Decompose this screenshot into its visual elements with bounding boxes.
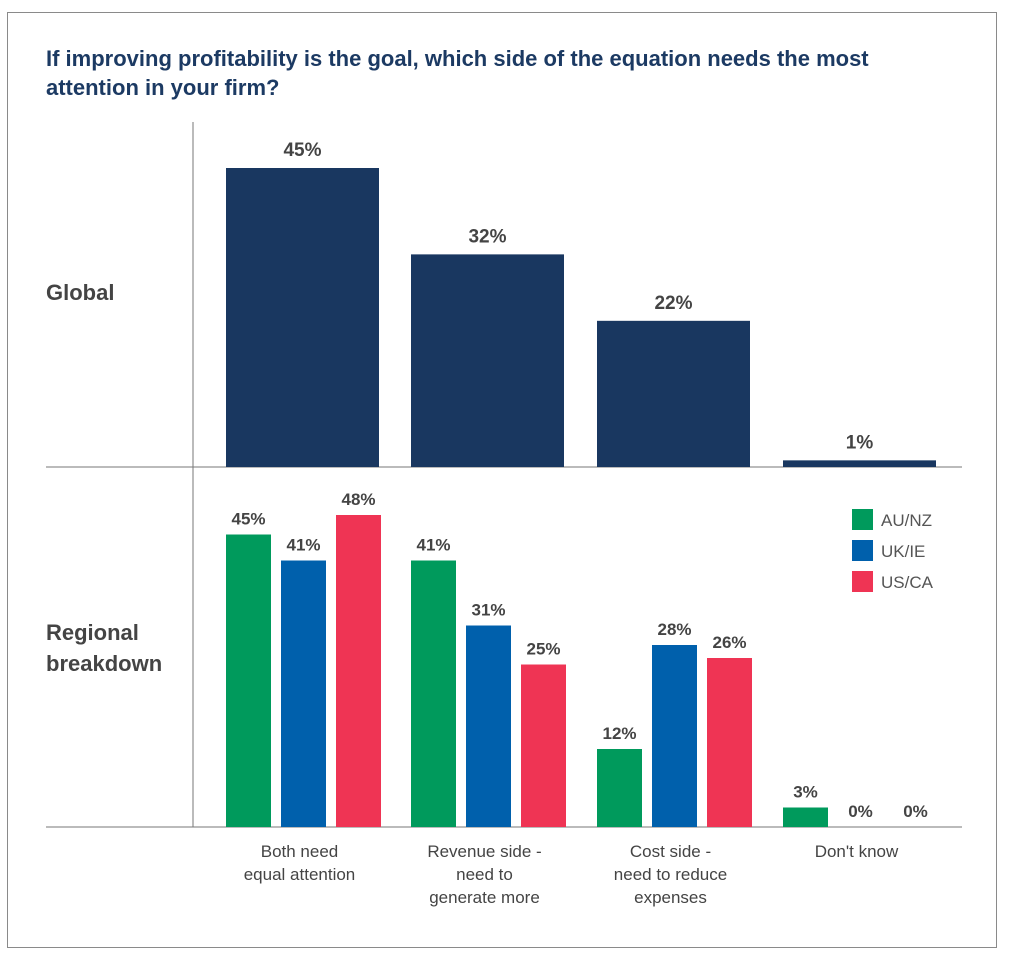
regional-value-label: 0% bbox=[848, 802, 873, 821]
category-label: Both need bbox=[261, 842, 339, 861]
category-label: Revenue side - bbox=[427, 842, 541, 861]
category-label: expenses bbox=[634, 888, 707, 907]
regional-section-label: breakdown bbox=[46, 651, 162, 676]
global-bar bbox=[597, 320, 750, 467]
regional-value-label: 41% bbox=[286, 536, 320, 555]
regional-bar bbox=[281, 560, 326, 827]
category-label: Cost side - bbox=[630, 842, 711, 861]
global-value-label: 32% bbox=[468, 226, 506, 247]
regional-bar bbox=[597, 749, 642, 827]
regional-bar bbox=[783, 807, 828, 827]
category-label: need to bbox=[456, 865, 513, 884]
category-label: Don't know bbox=[815, 842, 899, 861]
regional-value-label: 45% bbox=[231, 510, 265, 529]
global-bar bbox=[226, 168, 379, 467]
regional-value-label: 0% bbox=[903, 802, 928, 821]
regional-bar bbox=[466, 625, 511, 827]
regional-value-label: 31% bbox=[471, 601, 505, 620]
category-label: equal attention bbox=[244, 865, 356, 884]
regional-section-label: Regional bbox=[46, 620, 139, 645]
legend-swatch bbox=[852, 509, 873, 530]
chart-frame bbox=[7, 12, 997, 948]
chart-title: If improving profitability is the goal, … bbox=[46, 46, 869, 100]
regional-value-label: 28% bbox=[657, 620, 691, 639]
regional-bar bbox=[707, 658, 752, 827]
legend-label: UK/IE bbox=[881, 542, 925, 561]
legend-swatch bbox=[852, 540, 873, 561]
global-value-label: 22% bbox=[654, 293, 692, 314]
regional-bar bbox=[411, 560, 456, 827]
category-label: need to reduce bbox=[614, 865, 727, 884]
regional-bar bbox=[521, 664, 566, 827]
regional-bar bbox=[226, 534, 271, 827]
category-label: generate more bbox=[429, 888, 540, 907]
legend-label: US/CA bbox=[881, 573, 934, 592]
global-value-label: 1% bbox=[846, 432, 874, 453]
regional-value-label: 25% bbox=[526, 640, 560, 659]
global-bar bbox=[411, 254, 564, 467]
regional-value-label: 3% bbox=[793, 783, 818, 802]
regional-value-label: 41% bbox=[416, 536, 450, 555]
global-section-label: Global bbox=[46, 280, 114, 305]
regional-bar bbox=[336, 515, 381, 827]
global-bar bbox=[783, 460, 936, 467]
global-value-label: 45% bbox=[283, 140, 321, 161]
legend-swatch bbox=[852, 571, 873, 592]
legend-label: AU/NZ bbox=[881, 511, 932, 530]
regional-value-label: 48% bbox=[341, 490, 375, 509]
regional-value-label: 12% bbox=[602, 724, 636, 743]
regional-value-label: 26% bbox=[712, 633, 746, 652]
regional-bar bbox=[652, 645, 697, 827]
